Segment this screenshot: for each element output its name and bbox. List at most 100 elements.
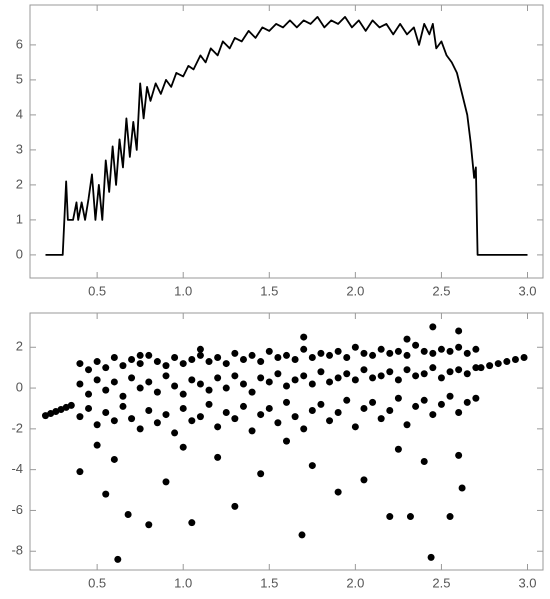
point <box>196 413 204 421</box>
y-tick-label: -2 <box>11 420 23 435</box>
point <box>472 364 480 372</box>
point <box>239 402 247 410</box>
point <box>110 353 118 361</box>
point <box>171 353 179 361</box>
point <box>119 362 127 370</box>
point <box>477 364 485 372</box>
point <box>162 411 170 419</box>
y-tick-label: -8 <box>11 543 23 558</box>
point <box>231 349 239 357</box>
point <box>455 451 463 459</box>
point <box>274 419 282 427</box>
point <box>377 415 385 423</box>
point <box>162 372 170 380</box>
point <box>300 333 308 341</box>
point <box>486 362 494 370</box>
point <box>308 406 316 414</box>
point <box>494 360 502 368</box>
point <box>222 360 230 368</box>
point <box>136 360 144 368</box>
point <box>369 398 377 406</box>
point <box>102 490 110 498</box>
line <box>45 15 528 256</box>
x-tick-label: 2.5 <box>432 575 450 590</box>
point <box>343 353 351 361</box>
point <box>145 378 153 386</box>
y-tick-label: 2 <box>16 339 23 354</box>
y-tick-label: -4 <box>11 461 23 476</box>
point <box>386 349 394 357</box>
point <box>102 364 110 372</box>
y-tick-label: -6 <box>11 502 23 517</box>
point <box>76 380 84 388</box>
y-tick-label: 0 <box>16 246 23 261</box>
point <box>334 488 342 496</box>
point <box>136 425 144 433</box>
point <box>205 386 213 394</box>
point <box>455 366 463 374</box>
point <box>93 376 101 384</box>
frame <box>29 4 544 279</box>
point <box>110 455 118 463</box>
point <box>257 374 265 382</box>
point <box>145 521 153 529</box>
point <box>136 351 144 359</box>
point <box>360 366 368 374</box>
point <box>326 417 334 425</box>
point <box>420 347 428 355</box>
point <box>179 390 187 398</box>
x-tick-label: 1.0 <box>174 575 192 590</box>
point <box>239 356 247 364</box>
y-tick-label: 5 <box>16 71 23 86</box>
point <box>369 351 377 359</box>
point <box>283 398 290 406</box>
point <box>257 411 265 419</box>
point <box>214 453 222 461</box>
point <box>420 370 428 378</box>
point <box>222 409 230 417</box>
point <box>114 555 122 563</box>
point <box>360 404 368 412</box>
point <box>205 400 213 408</box>
point <box>231 415 239 423</box>
x-tick-label: 2.0 <box>346 283 364 298</box>
point <box>162 478 170 486</box>
point <box>317 368 325 376</box>
point <box>412 402 420 410</box>
x-tick-label: 2.0 <box>346 575 364 590</box>
point <box>351 423 359 431</box>
point <box>265 378 273 386</box>
point <box>257 470 265 478</box>
point <box>300 425 308 433</box>
point <box>334 409 342 417</box>
point <box>429 411 437 419</box>
point <box>248 351 256 359</box>
point <box>188 376 196 384</box>
point <box>248 388 256 396</box>
point <box>298 531 306 539</box>
point <box>171 382 179 390</box>
point <box>145 351 153 359</box>
point <box>455 343 463 351</box>
point <box>334 347 342 355</box>
point <box>308 353 316 361</box>
point <box>429 323 437 331</box>
point <box>291 413 299 421</box>
x-tick-label: 2.5 <box>432 283 450 298</box>
point <box>463 349 471 357</box>
point <box>205 358 213 366</box>
point <box>93 358 101 366</box>
point <box>171 429 179 437</box>
point <box>102 409 110 417</box>
point <box>351 376 359 384</box>
point <box>394 376 402 384</box>
point <box>394 445 402 453</box>
point <box>386 368 394 376</box>
x-tick-label: 1.0 <box>174 283 192 298</box>
point <box>231 372 239 380</box>
point <box>196 380 204 388</box>
point <box>360 476 368 484</box>
point <box>265 347 273 355</box>
point <box>317 400 325 408</box>
